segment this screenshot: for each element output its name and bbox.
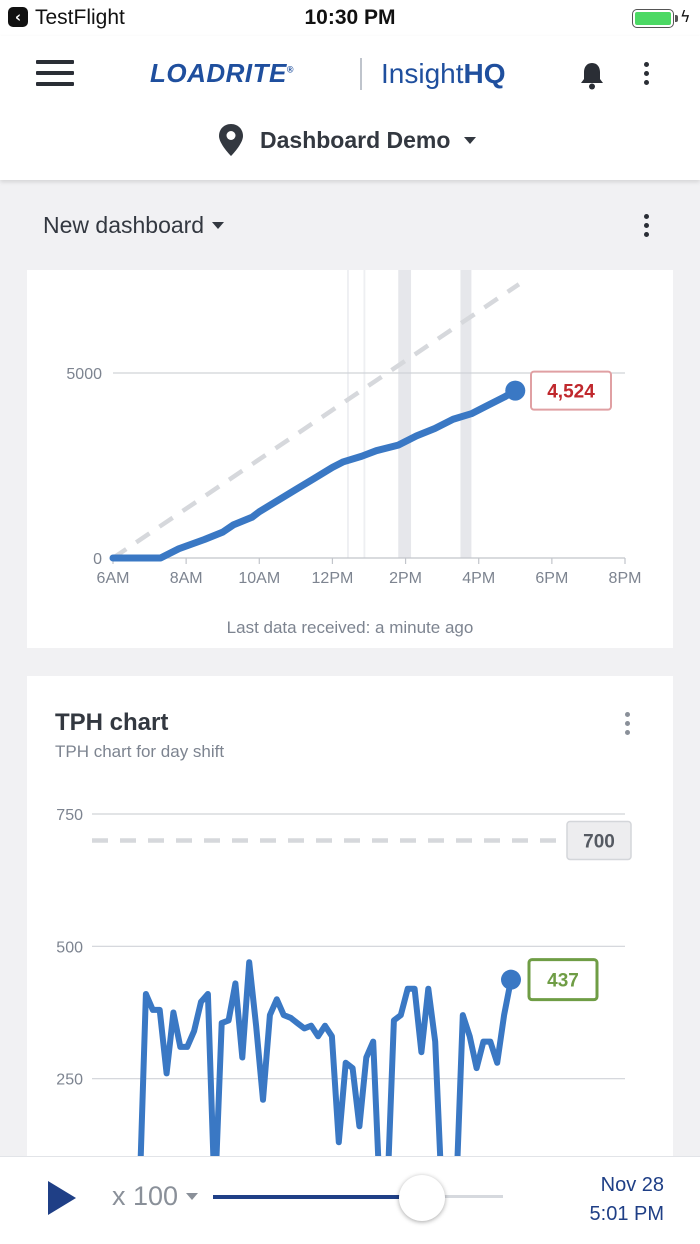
y-tick-label: 5000 [66, 366, 102, 383]
loadrite-logo: LOADRITE® [150, 58, 294, 89]
product-suffix: HQ [463, 58, 506, 89]
y-tick-label: 750 [56, 807, 83, 824]
menu-icon[interactable] [36, 60, 74, 88]
x-tick-label: 8AM [170, 570, 203, 587]
logo-divider [360, 58, 362, 90]
y-tick-label: 0 [93, 551, 102, 568]
widget-more-icon[interactable] [621, 712, 633, 739]
y-tick-label: 500 [56, 939, 83, 956]
insighthq-logo: InsightHQ [381, 58, 506, 90]
location-pin-icon [219, 124, 243, 156]
tph-widget: TPH chart TPH chart for day shift 250 500… [27, 676, 673, 1196]
shaded-band [347, 270, 349, 558]
battery-tip [675, 15, 678, 22]
back-app-label[interactable]: TestFlight [35, 6, 125, 29]
speed-label[interactable]: x 100 [112, 1181, 179, 1211]
shaded-band [363, 270, 366, 558]
y-tick-label: 250 [56, 1072, 83, 1089]
battery-level [635, 12, 671, 25]
logo-registered-mark: ® [286, 64, 295, 75]
dashboard-picker[interactable]: New dashboard [43, 212, 225, 239]
x-tick-label: 2PM [389, 570, 422, 587]
product-prefix: Insight [381, 58, 464, 89]
x-tick-label: 10AM [238, 570, 280, 587]
shaded-band [398, 270, 412, 558]
dashboard-more-icon[interactable] [640, 214, 652, 241]
cumulative-chart: 0 5000 6AM 8AM 10AM 12PM 2PM 4PM 6PM 8PM 4,524 [66, 270, 642, 587]
app-header: LOADRITE® InsightHQ Dashboard Demo [0, 36, 700, 180]
site-picker[interactable]: Dashboard Demo [218, 122, 477, 158]
chevron-down-icon[interactable] [464, 136, 477, 144]
playback-bar: x 100 Nov 28 5:01 PM [0, 1156, 700, 1244]
bell-icon[interactable] [578, 60, 606, 90]
chevron-down-icon[interactable] [212, 222, 225, 229]
speed-picker[interactable]: x 100 [112, 1181, 199, 1212]
x-tick-label: 4PM [462, 570, 495, 587]
playback-time: 5:01 PM [589, 1203, 664, 1225]
x-tick-label: 6AM [97, 570, 130, 587]
dashboard-title[interactable]: New dashboard [43, 212, 205, 238]
widget-subtitle: TPH chart for day shift [55, 742, 225, 761]
x-tick-label: 8PM [609, 570, 642, 587]
target-value-label: 700 [583, 831, 615, 852]
latest-value-badge [530, 370, 612, 411]
x-tick-label: 12PM [312, 570, 354, 587]
last-data-received: Last data received: a minute ago [226, 618, 474, 637]
target-badge [566, 820, 632, 861]
play-icon[interactable] [48, 1181, 76, 1215]
latest-value-label: 4,524 [547, 382, 595, 403]
actual-line [109, 387, 519, 562]
playback-date: Nov 28 [600, 1174, 664, 1196]
chevron-down-icon[interactable] [186, 1193, 199, 1200]
playback-datetime: Nov 28 5:01 PM [590, 1171, 664, 1229]
charging-icon: ϟ [680, 7, 691, 26]
status-bar: ‹ TestFlight 10:30 PM ϟ [0, 0, 700, 36]
latest-value-label: 437 [547, 971, 579, 992]
timeline-progress [213, 1194, 422, 1199]
battery-icon [632, 9, 674, 28]
tph-chart: 250 500 750 700 437 [56, 807, 632, 1196]
timeline-thumb[interactable] [398, 1175, 445, 1221]
more-vertical-icon[interactable] [640, 62, 652, 89]
x-tick-label: 6PM [535, 570, 568, 587]
widget-title: TPH chart [55, 709, 169, 736]
timeline-slider[interactable] [213, 1194, 503, 1199]
latest-value-badge [527, 958, 599, 1002]
cumulative-widget: 0 5000 6AM 8AM 10AM 12PM 2PM 4PM 6PM 8PM 4,524 Las… [27, 270, 673, 648]
status-time: 10:30 PM [304, 6, 396, 29]
logo-wordmark: LOADRITE [150, 58, 287, 88]
site-name[interactable]: Dashboard Demo [260, 126, 451, 153]
latest-point [505, 380, 526, 401]
tph-line [136, 959, 514, 1196]
back-arrow-icon[interactable]: ‹ [8, 7, 28, 27]
latest-point [501, 969, 521, 990]
